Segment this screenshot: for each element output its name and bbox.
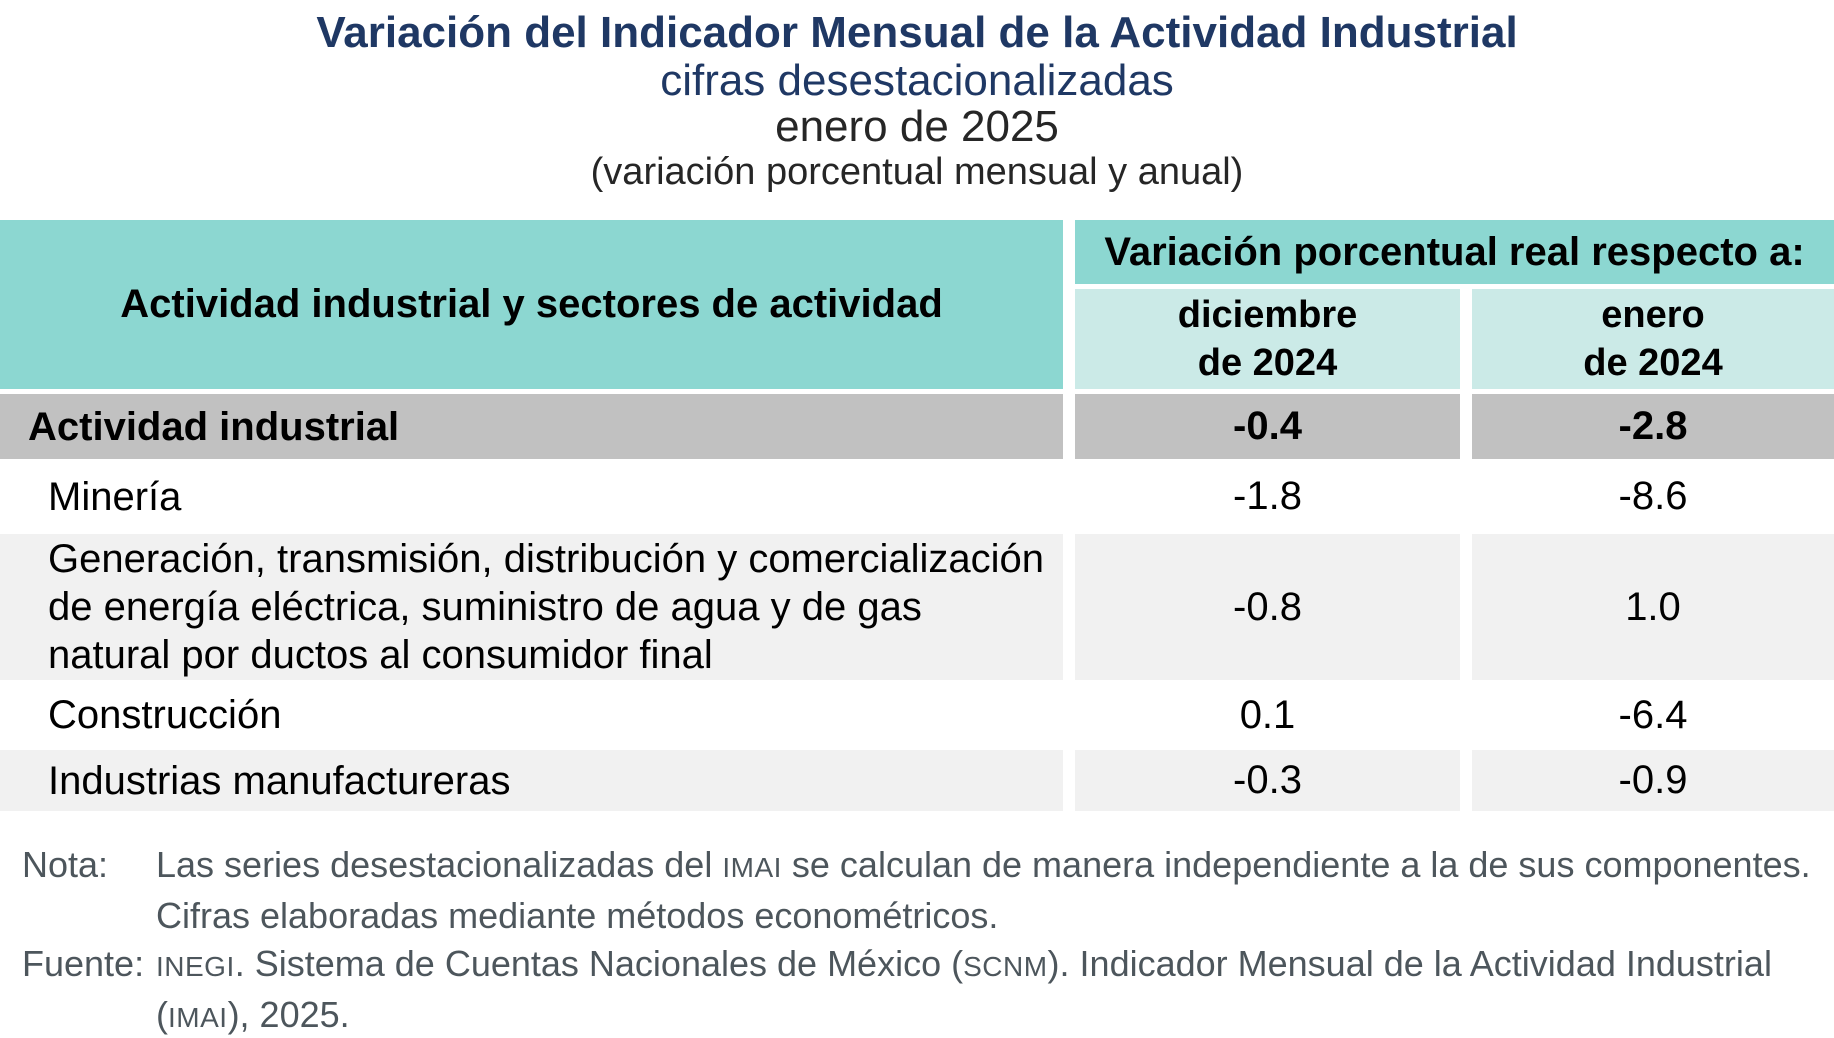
row-label: Actividad industrial: [0, 394, 1063, 459]
table-header-variation-group: Variación porcentual real respecto a:: [1075, 220, 1834, 284]
note-row: Fuente: INEGI. Sistema de Cuentas Naciona…: [22, 940, 1834, 991]
heading-block: Variación del Indicador Mensual de la Ac…: [0, 0, 1834, 194]
row-value: -0.4: [1075, 394, 1460, 459]
row-label: Generación, transmisión, distribución y …: [0, 534, 1063, 680]
table-header-activity: Actividad industrial y sectores de activ…: [0, 220, 1063, 389]
acronym-smallcaps: IMAI: [168, 1002, 228, 1033]
note-segment: . Sistema de Cuentas Nacionales de Méxic…: [234, 943, 964, 984]
row-value: 0.1: [1075, 685, 1460, 745]
note-row: Nota: Las series desestacionalizadas del …: [22, 841, 1834, 892]
note-text: (IMAI), 2025.: [156, 991, 1834, 1038]
subheader-line: de 2024: [1197, 342, 1338, 384]
table-subheader-enero-2024: enero de 2024: [1472, 289, 1834, 389]
row-value: -2.8: [1472, 394, 1834, 459]
note-row: (IMAI), 2025.: [22, 991, 1834, 1038]
acronym-smallcaps: SCNM: [963, 951, 1048, 982]
table-subheader-diciembre-2024: diciembre de 2024: [1075, 289, 1460, 389]
note-label: [22, 892, 156, 940]
note-label: [22, 991, 156, 1038]
row-value: -0.8: [1075, 534, 1460, 680]
row-label: Minería: [0, 464, 1063, 529]
note-text: Las series desestacionalizadas del IMAI …: [156, 841, 1834, 892]
row-value: -1.8: [1075, 464, 1460, 529]
subheader-line: de 2024: [1583, 342, 1723, 384]
acronym-smallcaps: INEGI: [156, 951, 235, 982]
period-label: enero de 2025: [775, 102, 1059, 151]
row-label: Industrias manufactureras: [0, 750, 1063, 811]
note-label: Fuente:: [22, 943, 145, 984]
note-row: Cifras elaboradas mediante métodos econo…: [22, 892, 1834, 940]
subtitle: cifras desestacionalizadas: [660, 56, 1174, 105]
note-segment: Las series desestacionalizadas del: [156, 844, 723, 885]
subheader-line: diciembre: [1177, 294, 1358, 336]
note-segment: se calculan de manera independiente a la…: [781, 844, 1811, 885]
note-segment: ), 2025.: [227, 994, 350, 1035]
acronym-smallcaps: IMAI: [722, 852, 782, 883]
row-value: -0.9: [1472, 750, 1834, 811]
measure-note: (variación porcentual mensual y anual): [590, 151, 1244, 193]
note-segment: (: [156, 994, 168, 1035]
row-value: -6.4: [1472, 685, 1834, 745]
row-value: -0.3: [1075, 750, 1460, 811]
page-title: Variación del Indicador Mensual de la Ac…: [316, 8, 1518, 57]
subheader-line: enero: [1601, 294, 1705, 336]
note-segment: ). Indicador Mensual de la Actividad Ind…: [1047, 943, 1772, 984]
row-label: Construcción: [0, 685, 1063, 745]
row-value: 1.0: [1472, 534, 1834, 680]
data-table: Actividad industrial y sectores de activ…: [0, 220, 1834, 811]
note-text: INEGI. Sistema de Cuentas Nacionales de …: [156, 940, 1834, 991]
note-segment: Cifras elaboradas mediante métodos econo…: [156, 895, 999, 936]
note-text: Cifras elaboradas mediante métodos econo…: [156, 892, 1834, 940]
footnotes: Nota: Las series desestacionalizadas del …: [0, 841, 1834, 1038]
note-label: Nota:: [22, 844, 109, 885]
row-value: -8.6: [1472, 464, 1834, 529]
